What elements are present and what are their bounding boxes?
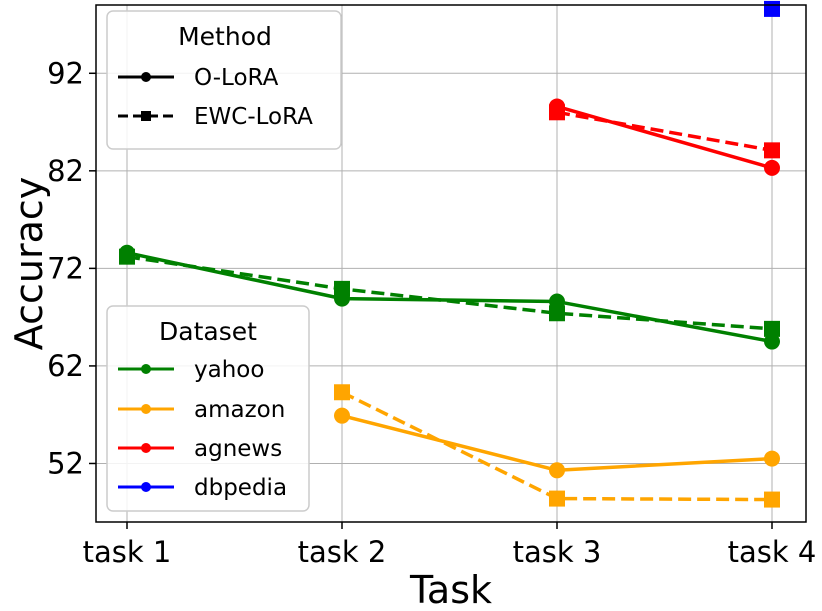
method-legend: Method O-LoRA EWC-LoRA — [106, 10, 342, 150]
y-tick-label: 72 — [47, 251, 84, 285]
y-tick-label: 52 — [47, 446, 84, 480]
y-axis-title: Accuracy — [7, 177, 51, 351]
y-tick-label: 62 — [47, 349, 84, 383]
legend-amazon-label: amazon — [194, 397, 285, 423]
legend-ewc-lora-label: EWC-LoRA — [194, 104, 313, 130]
agnews-ewc-lora-point — [764, 142, 780, 159]
amazon-o-lora-point — [334, 407, 350, 424]
yahoo-ewc-lora-point — [119, 248, 135, 265]
yahoo-ewc-lora-point — [334, 280, 350, 297]
dbpedia-ewc-lora-point — [764, 0, 780, 17]
plot-frame — [95, 4, 807, 523]
yahoo-ewc-lora-point — [764, 320, 780, 337]
legend-amazon-marker — [141, 404, 151, 414]
method-legend-title: Method — [178, 22, 272, 51]
agnews-o-lora-point — [764, 159, 780, 176]
axis-ticks: task 1 task 2 task 3 task 4 52 62 72 82 92 — [47, 56, 816, 569]
dataset-legend-box — [106, 305, 310, 512]
amazon-ewc-lora-point — [764, 491, 780, 508]
x-tick-label: task 2 — [298, 535, 387, 569]
y-tick-label: 82 — [47, 154, 84, 188]
legend-yahoo-marker — [141, 364, 151, 374]
amazon-o-lora-point — [549, 462, 565, 479]
plot-series — [119, 0, 780, 508]
agnews-ewc-lora-point — [549, 104, 565, 121]
amazon-ewc-lora-point — [549, 490, 565, 507]
x-axis-title: Task — [409, 568, 492, 611]
yahoo-o-lora-point — [764, 333, 780, 350]
x-tick-label: task 4 — [728, 535, 817, 569]
yahoo-ewc-lora-point — [549, 305, 565, 322]
legend-dbpedia-label: dbpedia — [194, 475, 287, 501]
dataset-legend: Dataset yahoo amazon agnews dbpedia — [106, 305, 310, 512]
x-tick-label: task 3 — [513, 535, 602, 569]
legend-o-lora-marker — [141, 72, 151, 82]
x-tick-label: task 1 — [83, 535, 172, 569]
legend-ewc-lora-marker — [141, 111, 151, 121]
dataset-legend-title: Dataset — [159, 317, 257, 346]
yahoo-ewc-lora-line — [126, 254, 773, 331]
amazon-ewc-lora-point — [334, 384, 350, 401]
legend-o-lora-label: O-LoRA — [194, 65, 279, 91]
agnews-ewc-lora-line — [556, 110, 773, 153]
legend-agnews-marker — [141, 443, 151, 453]
legend-yahoo-label: yahoo — [194, 357, 264, 383]
agnews-o-lora-line — [556, 104, 773, 170]
amazon-o-lora-point — [764, 450, 780, 467]
legend-agnews-label: agnews — [194, 436, 282, 462]
y-tick-label: 92 — [47, 56, 84, 90]
legend-dbpedia-marker — [141, 482, 151, 492]
